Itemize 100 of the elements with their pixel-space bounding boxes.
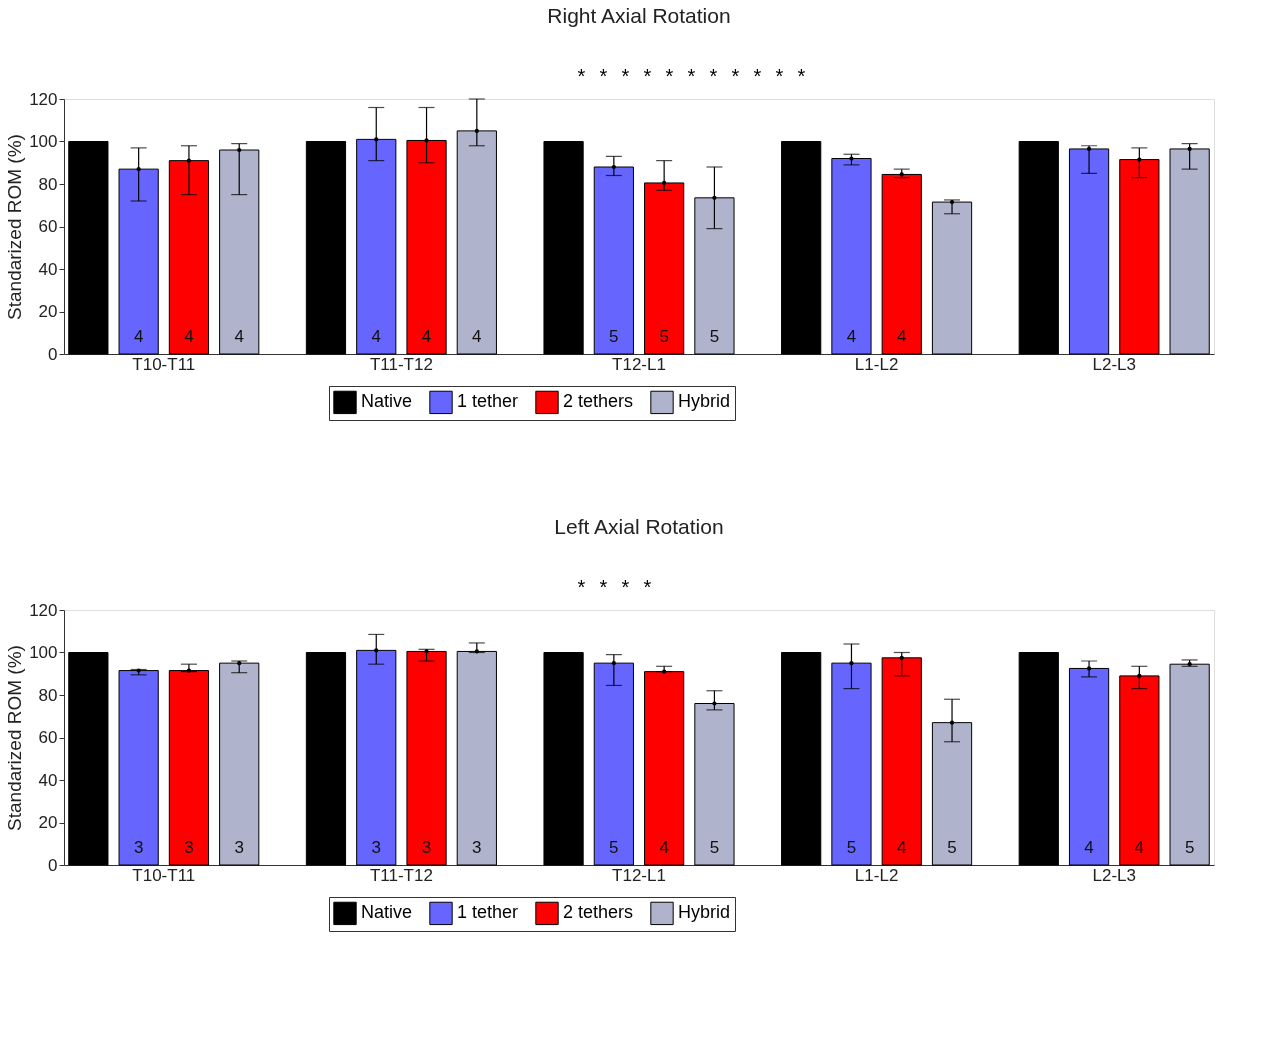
annotation: 3 [472,838,482,857]
legend-label: Native [361,391,413,412]
x-tick-label: T11-T12 [369,354,433,374]
bar [219,662,260,866]
bar [1018,652,1059,866]
y-tick-label: 80 [38,685,58,705]
bar [305,652,347,866]
x-tick-label: T11-T12 [369,865,433,885]
bar [68,141,109,355]
x-tick-label: L2-L3 [1092,354,1136,374]
annotation: 4 [846,327,857,346]
bar [781,652,822,866]
legend-label: 2 tethers [563,902,634,923]
bar [456,650,497,866]
bar [118,670,159,866]
bar [1169,148,1210,355]
legend-label: 2 tethers [563,391,634,412]
bar [644,671,685,866]
annotation: 5 [709,838,720,857]
annotation: 5 [1184,838,1195,857]
text: * [797,65,806,87]
text: * [577,576,586,598]
text: * [599,576,608,598]
annotation: 5 [609,327,619,346]
annotation: 4 [371,327,381,346]
y-axis-title: Standarized ROM (%) [4,645,26,831]
annotation: 3 [371,838,381,857]
text: * [753,65,762,87]
annotation: 4 [184,327,194,346]
text: * [621,65,630,87]
bar [931,201,973,355]
x-tick-label: T10-T11 [132,354,196,374]
bar [1169,663,1210,866]
chart-title: Right Axial Rotation [547,4,731,27]
x-tick-label: T12-L1 [612,865,666,885]
annotation: 3 [421,838,432,857]
text: * [731,65,740,87]
annotation: 5 [609,838,619,857]
legend-label: Hybrid [678,902,731,923]
y-tick-label: 120 [29,600,58,620]
bar [1068,148,1110,355]
annotation: 5 [846,838,857,857]
x-tick-label: L1-L2 [854,865,899,885]
annotation: 4 [133,327,144,346]
text: * [643,576,652,598]
y-tick-label: 0 [48,344,58,364]
bar [781,141,822,355]
y-axis-title: Standarized ROM (%) [4,134,26,320]
annotation: 5 [709,327,720,346]
text: * [643,65,652,87]
annotation: 5 [659,327,669,346]
text: * [709,65,718,87]
annotation: 3 [133,838,144,857]
y-tick-label: 0 [48,855,58,875]
y-tick-label: 60 [38,217,58,236]
bar [543,141,584,355]
annotation: 4 [659,838,669,857]
annotation: 4 [472,327,482,346]
annotation: 4 [897,838,907,857]
text: * [775,65,784,87]
x-tick-label: L1-L2 [854,354,899,374]
bar [1018,141,1059,355]
y-tick-label: 20 [38,813,58,832]
text: * [577,65,586,87]
text: * [621,576,630,598]
annotation: 3 [234,838,244,857]
x-tick-label: T12-L1 [612,354,666,374]
bar [406,650,447,866]
legend-label: 1 tether [457,391,519,412]
annotation: 4 [421,327,432,346]
bar [305,141,347,355]
y-tick-label: 60 [38,728,58,747]
y-tick-label: 80 [38,174,58,194]
annotation: 4 [234,327,244,346]
bar [881,173,922,355]
annotation: 4 [897,327,907,346]
text: * [687,65,696,87]
text: * [665,65,674,87]
chart-title: Left Axial Rotation [554,515,724,538]
x-tick-label: T10-T11 [132,865,196,885]
annotation: 5 [947,838,957,857]
y-tick-label: 40 [38,770,58,790]
bar [831,158,872,355]
bar [881,657,922,866]
y-tick-label: 40 [38,259,58,279]
legend-label: 1 tether [457,902,519,923]
bar [168,670,210,866]
text: * [599,65,608,87]
annotation: 4 [1084,838,1094,857]
bar [543,652,584,866]
bar [68,652,109,866]
x-tick-label: L2-L3 [1092,865,1136,885]
annotation: 4 [1134,838,1145,857]
y-tick-label: 120 [29,89,58,109]
annotation: 3 [184,838,194,857]
y-tick-label: 100 [29,132,58,151]
legend-label: Native [361,902,413,923]
legend-label: Hybrid [678,391,731,412]
y-tick-label: 100 [29,643,58,662]
y-tick-label: 20 [38,302,58,321]
